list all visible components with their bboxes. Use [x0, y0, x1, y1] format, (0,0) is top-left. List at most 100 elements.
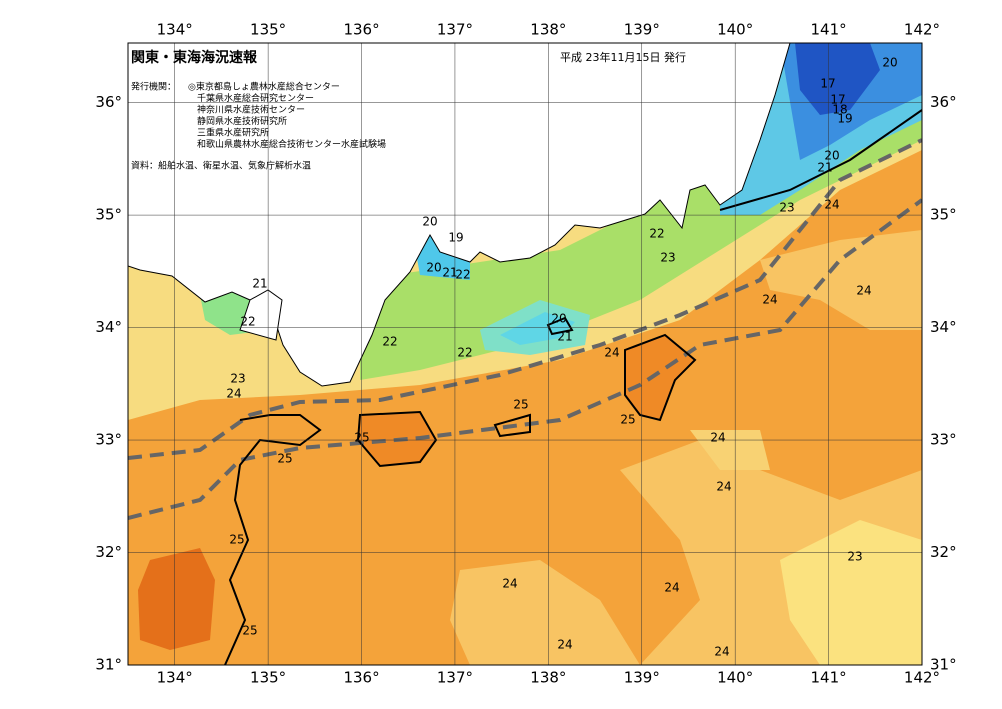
- lon-label: 135°: [250, 669, 286, 687]
- lat-label: 35°: [930, 206, 957, 224]
- source: 資料：船舶水温、衛星水温、気象庁解析水温: [131, 160, 311, 172]
- lat-label: 34°: [930, 318, 957, 336]
- lat-label: 34°: [95, 318, 122, 336]
- lon-label: 140°: [717, 669, 753, 687]
- contour-label: 25: [620, 413, 635, 427]
- contour-label: 19: [837, 112, 852, 126]
- lat-label: 31°: [95, 656, 122, 674]
- lon-label: 141°: [811, 21, 847, 39]
- map-frame: [127, 42, 923, 666]
- issue-date: 平成 23年11月15日 発行: [560, 50, 686, 64]
- warm-light-zone: [450, 560, 640, 665]
- contour-label: 25: [513, 398, 528, 412]
- contour-label: 24: [856, 284, 871, 298]
- grid: [128, 43, 922, 665]
- cold-core: [795, 43, 880, 115]
- lat-label: 31°: [930, 656, 957, 674]
- contour-label: 24: [762, 293, 777, 307]
- warm-core: [138, 548, 215, 650]
- contour-label: 18: [832, 103, 847, 117]
- publisher: 神奈川県水産技術センター: [197, 104, 305, 116]
- lat-label: 33°: [930, 431, 957, 449]
- kuroshio-axis: [128, 198, 922, 520]
- contour-label: 22: [649, 227, 664, 241]
- isotherm: [546, 316, 574, 336]
- lon-label: 142°: [904, 21, 940, 39]
- publisher: 和歌山県農林水産総合技術センター水産試験場: [197, 138, 386, 150]
- contour-label: 24: [502, 577, 517, 591]
- publisher: 静岡県水産技術研究所: [197, 115, 287, 127]
- publisher-label: 発行機関：: [131, 81, 176, 93]
- contour-label: 22: [457, 346, 472, 360]
- contour-label: 21: [817, 161, 832, 175]
- lat-label: 36°: [930, 93, 957, 111]
- contour-label: 24: [824, 198, 839, 212]
- lon-label: 134°: [157, 669, 193, 687]
- lat-label: 32°: [95, 543, 122, 561]
- contour-label: 24: [557, 638, 572, 652]
- isotherm: [493, 413, 531, 438]
- contour-label: 23: [847, 550, 862, 564]
- contour-label: 22: [382, 335, 397, 349]
- contour-label: 22: [455, 268, 470, 282]
- contour-label: 24: [714, 645, 729, 659]
- lat-label: 32°: [930, 543, 957, 561]
- axis-labels: 134° 134° 135° 135° 136° 136° 137° 137° 138° 138°…: [95, 21, 956, 687]
- contour-label: 22: [240, 315, 255, 329]
- lon-label: 136°: [343, 669, 379, 687]
- contour-label: 20: [824, 149, 839, 163]
- contour-label: 17: [830, 93, 845, 107]
- cold-patch: [500, 312, 575, 345]
- contour-label: 21: [442, 266, 457, 280]
- contour-label: 20: [422, 215, 437, 229]
- lon-label: 140°: [717, 21, 753, 39]
- lon-label: 139°: [624, 669, 660, 687]
- contour-label: 23: [660, 251, 675, 265]
- isotherm: [224, 414, 322, 665]
- lon-label: 141°: [811, 669, 847, 687]
- land: [128, 43, 791, 387]
- contour-label: 24: [710, 431, 725, 445]
- lon-label: 134°: [157, 21, 193, 39]
- contour-label: 17: [820, 77, 835, 91]
- contour-label: 25: [242, 624, 257, 638]
- title: 関東・東海海況速報: [131, 49, 258, 66]
- lon-label: 137°: [437, 669, 473, 687]
- lon-label: 142°: [904, 669, 940, 687]
- isotherm: [624, 333, 697, 422]
- contour-label: 21: [557, 330, 572, 344]
- lon-label: 139°: [624, 21, 660, 39]
- contour-label: 25: [277, 452, 292, 466]
- cool-zone: [780, 520, 922, 665]
- contour-label: 25: [354, 431, 369, 445]
- contour-label: 21: [252, 277, 267, 291]
- contour-label: 24: [226, 387, 241, 401]
- contour-label: 20: [426, 261, 441, 275]
- lon-label: 136°: [343, 21, 379, 39]
- lon-label: 137°: [437, 21, 473, 39]
- lon-label: 138°: [530, 21, 566, 39]
- publisher: 千葉県水産総合研究センター: [197, 92, 314, 104]
- contour-label: 19: [448, 231, 463, 245]
- lon-label: 135°: [250, 21, 286, 39]
- contour-label: 20: [882, 56, 897, 70]
- publisher: 三重県水産研究所: [197, 127, 269, 139]
- publisher-list: ◎東京都島しょ農林水産総合センター千葉県水産総合研究センター神奈川県水産技術セン…: [188, 81, 386, 151]
- publisher: ◎東京都島しょ農林水産総合センター: [188, 81, 340, 93]
- lat-label: 36°: [95, 93, 122, 111]
- lat-label: 35°: [95, 206, 122, 224]
- contour-label: 24: [664, 581, 679, 595]
- kuroshio-axis: [128, 138, 922, 460]
- warm-light-zone: [760, 230, 922, 330]
- warm-core: [625, 335, 695, 420]
- contour-label: 24: [604, 346, 619, 360]
- contour-label: 24: [716, 480, 731, 494]
- lon-label: 138°: [530, 669, 566, 687]
- lat-label: 33°: [95, 431, 122, 449]
- contour-label: 20: [551, 312, 566, 326]
- isotherm: [719, 109, 922, 211]
- contour-label: 23: [230, 372, 245, 386]
